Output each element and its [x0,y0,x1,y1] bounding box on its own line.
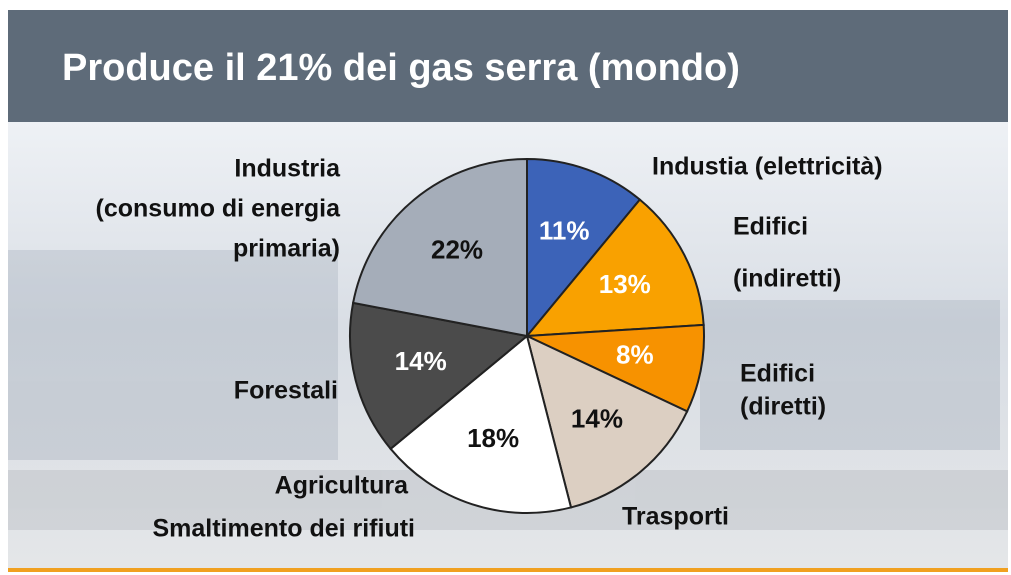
value-label: 14% [395,346,447,376]
category-label: Edifici [733,213,808,241]
pie-slice [351,157,528,338]
header-bar [8,10,1008,122]
category-label: Forestali [234,377,338,405]
chart-title: Produce il 21% dei gas serra (mondo) [62,47,740,89]
pie-slice [526,323,705,413]
category-label: Industia (elettricità) [652,153,883,181]
value-label: 18% [467,423,519,453]
value-label: 8% [616,339,654,369]
value-label: 11% [539,216,590,246]
category-label: (diretti) [740,393,826,421]
category-label: (indiretti) [733,265,841,293]
pie-slice [526,157,642,339]
category-label: Industria [234,155,341,183]
category-label: (consumo di energia [96,195,342,223]
category-label: Smaltimento dei rifiuti [152,515,415,543]
bottom-rule [8,568,1008,572]
value-label: 14% [571,403,623,433]
category-label: primaria) [233,235,340,263]
pie-slice [524,198,705,338]
pie-slice [389,334,573,514]
category-label: Edifici [740,360,815,388]
value-label: 13% [599,269,651,299]
pie-slice [349,301,530,451]
category-label: Agricultura [275,472,409,500]
value-label: 22% [431,234,483,264]
pie-slice [525,334,689,509]
category-label: Trasporti [622,503,729,531]
